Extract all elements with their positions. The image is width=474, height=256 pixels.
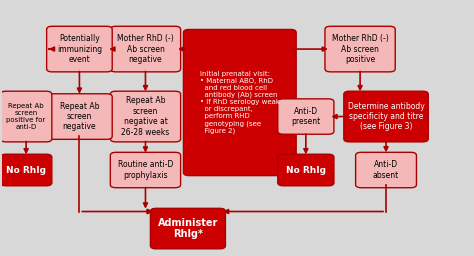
- Text: Potentially
immunizing
event: Potentially immunizing event: [57, 34, 102, 64]
- Text: No RhIg: No RhIg: [286, 166, 326, 175]
- Text: Repeat Ab
screen
positive for
anti-D: Repeat Ab screen positive for anti-D: [7, 103, 46, 130]
- Text: Anti-D
absent: Anti-D absent: [373, 160, 399, 180]
- FancyBboxPatch shape: [278, 99, 334, 134]
- Text: Administer
RhIg*: Administer RhIg*: [158, 218, 218, 239]
- Text: Determine antibody
specificity and titre
(see Figure 3): Determine antibody specificity and titre…: [347, 102, 424, 131]
- Text: Mother RhD (-)
Ab screen
negative: Mother RhD (-) Ab screen negative: [117, 34, 174, 64]
- Text: Repeat Ab
screen
negative: Repeat Ab screen negative: [60, 102, 99, 131]
- FancyBboxPatch shape: [278, 154, 334, 186]
- FancyBboxPatch shape: [0, 91, 52, 142]
- FancyBboxPatch shape: [110, 26, 181, 72]
- FancyBboxPatch shape: [325, 26, 395, 72]
- Text: Mother RhD (-)
Ab screen
positive: Mother RhD (-) Ab screen positive: [332, 34, 389, 64]
- FancyBboxPatch shape: [344, 91, 428, 142]
- Text: Anti-D
present: Anti-D present: [291, 107, 320, 126]
- FancyBboxPatch shape: [183, 29, 296, 176]
- Text: Initial prenatal visit:
• Maternal ABO, RhD
  and red blood cell
  antibody (Ab): Initial prenatal visit: • Maternal ABO, …: [200, 71, 280, 134]
- FancyBboxPatch shape: [150, 208, 226, 249]
- Text: Routine anti-D
prophylaxis: Routine anti-D prophylaxis: [118, 160, 173, 180]
- FancyBboxPatch shape: [0, 154, 52, 186]
- FancyBboxPatch shape: [46, 94, 112, 139]
- FancyBboxPatch shape: [110, 152, 181, 188]
- FancyBboxPatch shape: [46, 26, 112, 72]
- Text: No RhIg: No RhIg: [6, 166, 46, 175]
- Text: Repeat Ab
screen
negative at
26-28 weeks: Repeat Ab screen negative at 26-28 weeks: [121, 97, 170, 137]
- FancyBboxPatch shape: [356, 152, 417, 188]
- FancyBboxPatch shape: [110, 91, 181, 142]
